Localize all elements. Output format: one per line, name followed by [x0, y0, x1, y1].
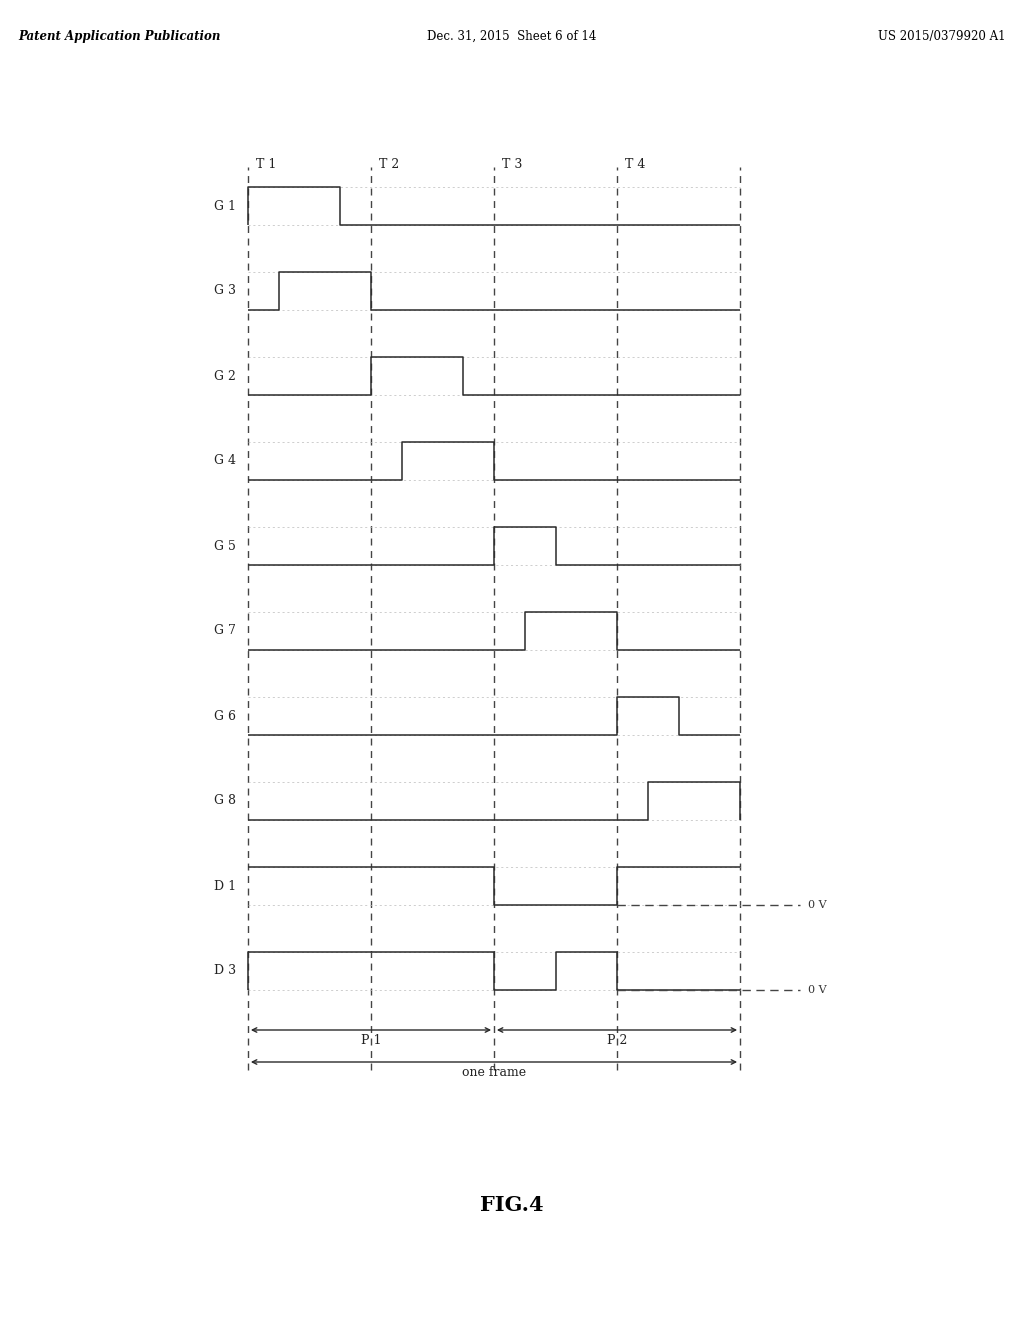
Text: G 1: G 1 — [214, 199, 236, 213]
Text: Patent Application Publication: Patent Application Publication — [18, 30, 220, 44]
Text: G 4: G 4 — [214, 454, 236, 467]
Text: G 7: G 7 — [214, 624, 236, 638]
Text: D 1: D 1 — [214, 879, 236, 892]
Text: Dec. 31, 2015  Sheet 6 of 14: Dec. 31, 2015 Sheet 6 of 14 — [427, 30, 597, 44]
Text: G 5: G 5 — [214, 540, 236, 553]
Text: 0 V: 0 V — [808, 900, 826, 909]
Text: G 2: G 2 — [214, 370, 236, 383]
Text: T 2: T 2 — [379, 158, 399, 172]
Text: T 3: T 3 — [502, 158, 522, 172]
Text: one frame: one frame — [462, 1067, 526, 1078]
Text: 0 V: 0 V — [808, 985, 826, 995]
Text: P 2: P 2 — [607, 1034, 627, 1047]
Text: T 1: T 1 — [256, 158, 276, 172]
Text: US 2015/0379920 A1: US 2015/0379920 A1 — [879, 30, 1006, 44]
Text: P 1: P 1 — [360, 1034, 381, 1047]
Text: G 6: G 6 — [214, 710, 236, 722]
Text: G 8: G 8 — [214, 795, 236, 808]
Text: FIG.4: FIG.4 — [480, 1195, 544, 1214]
Text: G 3: G 3 — [214, 285, 236, 297]
Text: D 3: D 3 — [214, 965, 236, 978]
Text: T 4: T 4 — [625, 158, 645, 172]
